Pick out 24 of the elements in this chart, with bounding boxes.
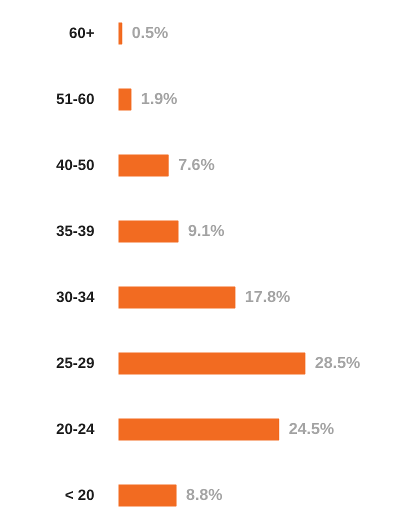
bar (118, 484, 177, 507)
data-label: 24.5% (288, 421, 334, 438)
bar (118, 154, 169, 177)
data-label: 9.1% (188, 223, 224, 240)
data-label: 7.6% (178, 157, 215, 174)
y-tick-label: 51-60 (56, 91, 95, 108)
y-tick-label: 40-50 (56, 157, 95, 174)
y-tick-label: 20-24 (56, 421, 96, 438)
data-label: 1.9% (140, 91, 178, 108)
bar (118, 88, 132, 111)
y-tick-label: < 20 (64, 487, 95, 504)
data-label: 28.5% (314, 355, 360, 372)
bar (118, 352, 306, 375)
y-tick-label: 25-29 (56, 355, 95, 372)
data-label: 0.5% (132, 25, 168, 42)
y-tick-label: 60+ (69, 25, 95, 42)
bar (118, 22, 122, 45)
data-label: 17.8% (244, 289, 290, 306)
bar (118, 220, 179, 243)
data-label: 8.8% (186, 487, 223, 504)
y-tick-label: 30-34 (56, 289, 96, 306)
bar (118, 418, 280, 441)
bar (118, 286, 236, 309)
y-tick-label: 35-39 (56, 223, 95, 240)
